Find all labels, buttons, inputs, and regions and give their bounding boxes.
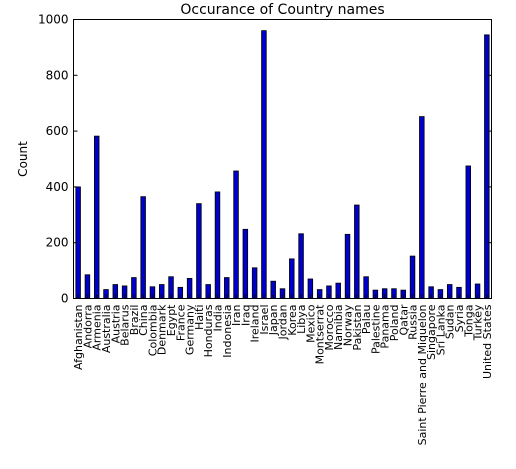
x-tick-label: Belarus (119, 304, 132, 346)
x-tick-label: Denmark (156, 304, 169, 355)
x-tick-label: Norway (342, 304, 355, 346)
x-tick-group: AfghanistanAndorraArmeniaAustraliaAustri… (72, 294, 494, 445)
bar-korea (289, 258, 295, 299)
y-tick-label: 600 (46, 124, 69, 138)
x-tick-label: Afghanistan (72, 304, 85, 370)
x-tick-label: Qatar (397, 304, 410, 335)
x-tick-label: Turkey (472, 304, 485, 341)
bar-israel (261, 30, 267, 299)
bar-united-states (484, 34, 490, 299)
x-tick-label: Iraq (239, 305, 252, 327)
x-tick-label: Korea (286, 305, 299, 336)
x-tick-label: Indonesia (221, 305, 234, 358)
y-tick-label: 200 (46, 236, 69, 250)
x-tick-label: Pakistan (351, 304, 364, 350)
y-tick-group: 0 200 400 600 800 1000 (38, 13, 492, 306)
x-tick-label: Saint Pierre and Miquelon (416, 304, 429, 445)
bar-ireland (251, 267, 258, 299)
x-tick-label: Sudan (444, 304, 457, 339)
bar-iraq (242, 228, 249, 299)
bar-pakistan (354, 204, 360, 299)
y-tick-label: 400 (46, 180, 69, 194)
y-tick-label: 800 (46, 68, 69, 82)
bar-norway (344, 233, 351, 299)
x-tick-label: Germany (184, 304, 197, 355)
bar-libya (298, 233, 304, 299)
y-axis-label: Count (16, 141, 30, 177)
x-tick-label: China (137, 305, 150, 336)
x-tick-label: Armenia (91, 305, 104, 351)
x-tick-label: United States (481, 304, 494, 379)
bar-india (214, 191, 221, 299)
x-tick-label: Sri Lanka (434, 305, 447, 356)
x-tick-label: Libya (295, 305, 308, 334)
bar-russia (409, 255, 416, 299)
x-tick-label: Namibia (332, 305, 345, 351)
x-tick-label: Austria (109, 305, 122, 344)
chart-title: Occurance of Country names (180, 2, 384, 18)
x-tick-label: Mexico (304, 304, 317, 343)
x-tick-label: Australia (100, 305, 113, 354)
x-tick-label: Haiti (193, 305, 206, 330)
plot-frame (73, 19, 492, 299)
x-tick-label: France (174, 304, 187, 341)
x-tick-label: Andorra (81, 305, 94, 349)
x-tick-label: Israel (258, 305, 271, 335)
x-tick-label: Jordan (277, 304, 290, 340)
x-tick-label: India (211, 305, 224, 332)
bars-group (75, 30, 490, 299)
x-tick-label: Honduras (202, 304, 215, 357)
x-tick-label: Ireland (249, 305, 262, 343)
x-tick-label: Palestine (369, 304, 382, 354)
bar-armenia (94, 135, 100, 299)
x-tick-label: Egypt (165, 304, 178, 336)
x-tick-label: Brazil (128, 305, 141, 336)
y-tick-label: 1000 (38, 13, 69, 27)
x-tick-label: Japan (267, 304, 280, 336)
x-tick-label: Russia (407, 305, 420, 340)
y-tick-label: 0 (61, 292, 69, 306)
x-tick-label: Singapore (425, 304, 438, 360)
bar-iran (233, 170, 239, 299)
x-tick-label: Panama (379, 305, 392, 349)
bar-saint-pierre-and-miquelon (419, 116, 425, 299)
x-tick-label: Montserrat (314, 304, 327, 365)
x-tick-label: Morocco (323, 304, 336, 350)
bar-tonga (465, 165, 471, 299)
bar-haiti (196, 203, 202, 299)
x-tick-label: Colombia (146, 305, 159, 357)
x-tick-label: Tonga (462, 305, 475, 338)
x-tick-label: Syria (453, 305, 466, 333)
bar-china (140, 196, 146, 299)
x-tick-label: Palau (360, 305, 373, 335)
x-tick-label: Iran (230, 304, 243, 326)
x-tick-label: Poland (388, 305, 401, 342)
